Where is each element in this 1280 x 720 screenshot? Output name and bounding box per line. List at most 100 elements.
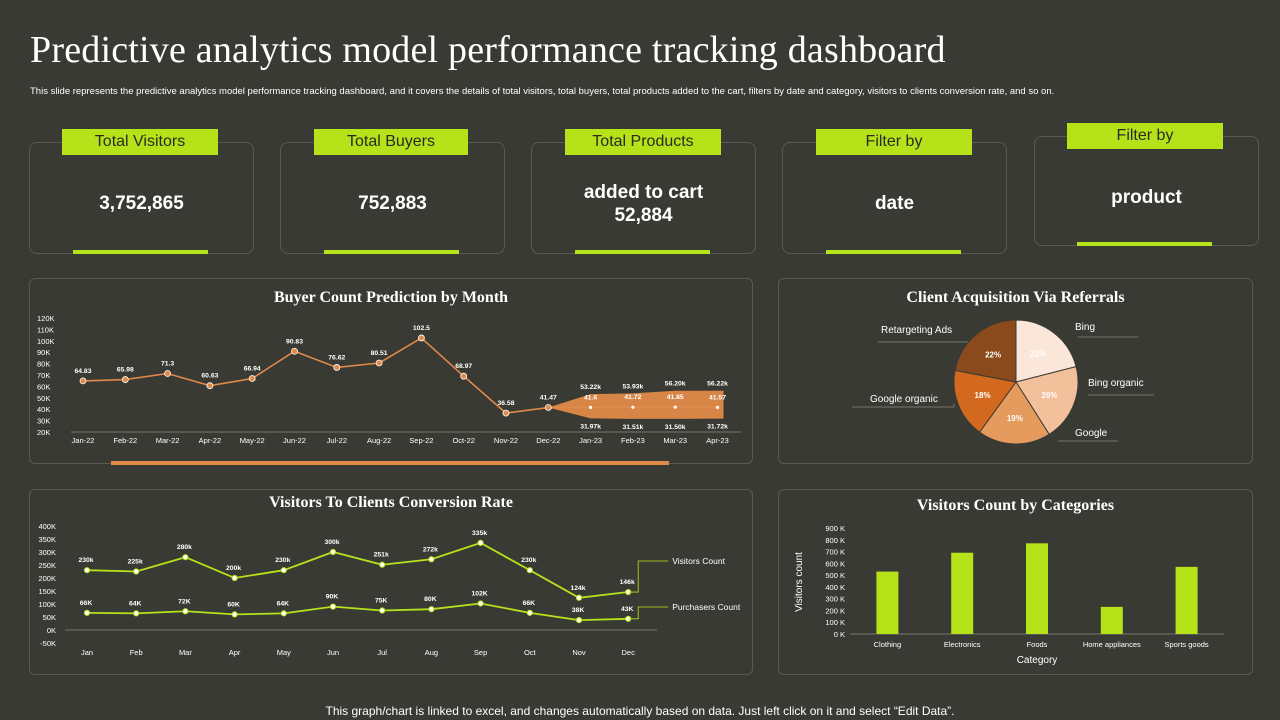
y-tick-label: 100K: [37, 337, 55, 346]
kpi-card-filter-product[interactable]: [1034, 136, 1259, 246]
buyer-count-data-label: 102.5: [413, 325, 430, 332]
series-data-label: 66K: [80, 600, 93, 607]
series-point: [329, 603, 337, 610]
x-tick-label: Oct-22: [452, 436, 475, 445]
series-data-label: 230k: [275, 557, 290, 564]
pie-slice-label: 19%: [1007, 414, 1023, 423]
category-bar: [1175, 566, 1198, 634]
buyer-count-data-label: 41.57: [709, 394, 726, 401]
buyer-count-point: [248, 375, 256, 382]
page-subtitle: This slide represents the predictive ana…: [30, 86, 1055, 97]
buyer-count-data-label: 65.98: [117, 367, 134, 374]
buyer-count-point: [291, 347, 298, 355]
x-tick-label: Jan-23: [579, 436, 602, 445]
buyer-count-point: [333, 364, 341, 371]
series-legend-line: [628, 560, 669, 593]
series-data-label: 225k: [128, 559, 143, 566]
buyer-prediction-title: Buyer Count Prediction by Month: [273, 289, 509, 306]
filter-product-value[interactable]: product: [1111, 187, 1182, 208]
series-point: [575, 617, 583, 624]
scroll-indicator: [111, 461, 669, 465]
kpi-underline: [1077, 242, 1212, 246]
series-legend-label: Visitors Count: [672, 556, 725, 566]
series-data-label: 335k: [472, 530, 487, 537]
conversion-rate-title: Visitors To Clients Conversion Rate: [269, 494, 513, 511]
pie-legend-label: Google organic: [870, 394, 938, 405]
kpi-underline: [575, 250, 710, 254]
kpi-label-filter-product: Filter by: [1067, 123, 1223, 149]
y-tick-label: 800 K: [825, 536, 845, 545]
series-point: [526, 567, 533, 574]
category-bar: [951, 552, 974, 634]
series-point: [83, 567, 91, 574]
y-tick-label: 80K: [37, 360, 50, 369]
kpi-card-filter-date[interactable]: [782, 142, 1007, 254]
x-tick-label: Sep-22: [409, 436, 433, 445]
conversion-rate-panel: [29, 489, 753, 675]
footer-note: This graph/chart is linked to excel, and…: [325, 704, 955, 718]
y-tick-label: 60K: [37, 382, 50, 391]
buyer-prediction-panel: [29, 278, 753, 464]
x-tick-label: May: [277, 648, 291, 657]
pie-legend-label: Google: [1075, 428, 1108, 439]
filter-date-value[interactable]: date: [874, 193, 915, 214]
forecast-band: [548, 390, 724, 419]
x-tick-label: Dec: [622, 648, 636, 657]
series-point: [280, 610, 287, 617]
x-tick-label: Sep: [474, 648, 487, 657]
y-tick-label: 0 K: [834, 630, 845, 639]
x-tick-label: Aug: [425, 648, 438, 657]
series-data-label: 90K: [326, 594, 339, 601]
kpi-value-products-line2: 52,884: [614, 205, 673, 226]
kpi-card-total-buyers: [280, 142, 505, 254]
x-tick-label: Apr: [229, 648, 241, 657]
pie-slice: [978, 381, 1050, 445]
client-acquisition-chart: 21% Bing 20% Bing organic 19% Google 18% Google…: [852, 319, 1154, 445]
kpi-value-total-visitors: 3,752,865: [99, 193, 184, 214]
client-acquisition-title: Client Acquisition Via Referrals: [906, 289, 1125, 306]
kpi-card-total-visitors: [29, 142, 254, 254]
purchasers-count-line: [86, 602, 629, 622]
buyer-count-point: [164, 370, 172, 377]
pie-callout-line: [852, 404, 955, 408]
buyer-count-point: [417, 334, 425, 342]
kpi-label-total-products: Total Products: [565, 129, 721, 155]
buyer-count-data-label: 41.47: [540, 395, 557, 402]
buyer-count-data-label: 41.85: [667, 394, 684, 401]
x-tick-label: Oct: [524, 648, 537, 657]
series-point: [477, 539, 484, 546]
kpi-underline: [826, 250, 961, 254]
buyer-count-data-label: 71.3: [161, 361, 174, 368]
x-tick-label: Jan-22: [72, 436, 95, 445]
series-point: [477, 600, 484, 607]
x-tick-label: May-22: [240, 436, 265, 445]
y-tick-label: 0K: [47, 626, 56, 635]
forecast-upper-label: 53.93k: [623, 383, 644, 390]
series-point: [428, 606, 435, 613]
y-tick-label: 300K: [38, 548, 56, 557]
x-tick-label: Mar-22: [156, 436, 180, 445]
kpi-label-total-visitors: Total Visitors: [62, 129, 218, 155]
buyer-count-data-label: 41.72: [624, 394, 641, 401]
pie-slice-label: 21%: [1030, 350, 1046, 359]
x-tick-label: Home appliances: [1083, 640, 1141, 649]
kpi-value-products-line1: added to cart: [583, 182, 704, 203]
x-tick-label: Mar-23: [663, 436, 687, 445]
y-tick-label: 110K: [37, 325, 54, 334]
kpi-label-total-buyers: Total Buyers: [314, 129, 468, 155]
buyer-count-point: [589, 405, 593, 409]
series-data-label: 38K: [572, 607, 585, 614]
series-data-label: 230k: [521, 557, 536, 564]
x-tick-label: Nov: [572, 648, 586, 657]
series-point: [575, 594, 583, 601]
buyer-count-point: [79, 377, 87, 385]
y-tick-label: 50K: [37, 394, 50, 403]
buyer-count-line: [82, 336, 718, 414]
kpi-underline: [73, 250, 208, 254]
series-point: [133, 568, 140, 575]
buyer-count-data-label: 36.58: [497, 400, 514, 407]
kpi-underline: [324, 250, 459, 254]
x-tick-label: Jan: [81, 648, 93, 657]
series-data-label: 64K: [129, 600, 142, 607]
buyer-count-data-label: 64.83: [74, 368, 91, 375]
